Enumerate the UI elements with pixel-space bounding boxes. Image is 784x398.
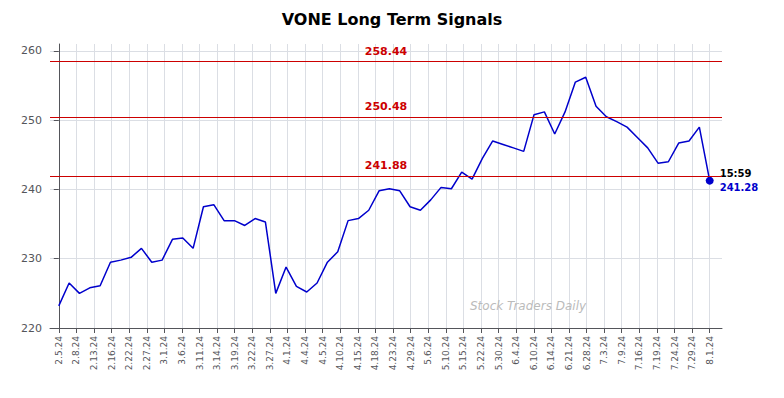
svg-text:260: 260 [21, 44, 42, 57]
svg-text:5.15.24: 5.15.24 [458, 336, 468, 371]
svg-text:4.23.24: 4.23.24 [388, 336, 398, 371]
svg-text:6.21.24: 6.21.24 [564, 336, 574, 371]
svg-text:2.22.24: 2.22.24 [124, 336, 134, 371]
svg-text:258.44: 258.44 [365, 45, 408, 58]
svg-text:7.9.24: 7.9.24 [617, 336, 627, 365]
svg-text:3.22.24: 3.22.24 [247, 336, 257, 371]
svg-text:2.13.24: 2.13.24 [89, 336, 99, 371]
svg-text:241.28: 241.28 [720, 182, 759, 193]
svg-text:4.10.24: 4.10.24 [335, 336, 345, 371]
svg-text:4.1.24: 4.1.24 [282, 336, 292, 365]
svg-text:4.29.24: 4.29.24 [406, 336, 416, 371]
svg-text:Stock Traders Daily: Stock Traders Daily [470, 299, 587, 313]
svg-text:7.24.24: 7.24.24 [670, 336, 680, 371]
svg-text:6.28.24: 6.28.24 [582, 336, 592, 371]
svg-text:7.29.24: 7.29.24 [687, 336, 697, 371]
svg-text:4.15.24: 4.15.24 [353, 336, 363, 371]
svg-text:240: 240 [21, 183, 42, 196]
svg-text:3.6.24: 3.6.24 [177, 336, 187, 365]
svg-text:3.1.24: 3.1.24 [159, 336, 169, 365]
svg-text:250.48: 250.48 [365, 100, 407, 113]
svg-text:3.27.24: 3.27.24 [265, 336, 275, 371]
svg-text:5.22.24: 5.22.24 [476, 336, 486, 371]
svg-text:250: 250 [21, 114, 42, 127]
svg-text:5.10.24: 5.10.24 [441, 336, 451, 371]
svg-text:230: 230 [21, 252, 42, 265]
svg-text:241.88: 241.88 [365, 159, 407, 172]
svg-text:4.4.24: 4.4.24 [300, 336, 310, 365]
svg-text:7.16.24: 7.16.24 [634, 336, 644, 371]
svg-text:2.27.24: 2.27.24 [142, 336, 152, 371]
svg-text:5.6.24: 5.6.24 [423, 336, 433, 365]
svg-text:3.14.24: 3.14.24 [212, 336, 222, 371]
svg-text:5.30.24: 5.30.24 [494, 336, 504, 371]
svg-text:6.14.24: 6.14.24 [546, 336, 556, 371]
svg-text:7.3.24: 7.3.24 [599, 336, 609, 365]
svg-text:3.19.24: 3.19.24 [230, 336, 240, 371]
svg-text:4.18.24: 4.18.24 [370, 336, 380, 371]
svg-text:15:59: 15:59 [720, 168, 752, 179]
svg-text:7.19.24: 7.19.24 [652, 336, 662, 371]
svg-text:4.5.24: 4.5.24 [318, 336, 328, 365]
svg-text:2.16.24: 2.16.24 [107, 336, 117, 371]
svg-text:8.1.24: 8.1.24 [705, 336, 715, 365]
svg-text:6.4.24: 6.4.24 [511, 336, 521, 365]
svg-text:6.10.24: 6.10.24 [529, 336, 539, 371]
svg-text:220: 220 [21, 322, 42, 335]
svg-text:VONE Long Term Signals: VONE Long Term Signals [282, 10, 503, 29]
svg-text:3.11.24: 3.11.24 [195, 336, 205, 371]
svg-text:2.5.24: 2.5.24 [54, 336, 64, 365]
svg-text:2.8.24: 2.8.24 [71, 336, 81, 365]
